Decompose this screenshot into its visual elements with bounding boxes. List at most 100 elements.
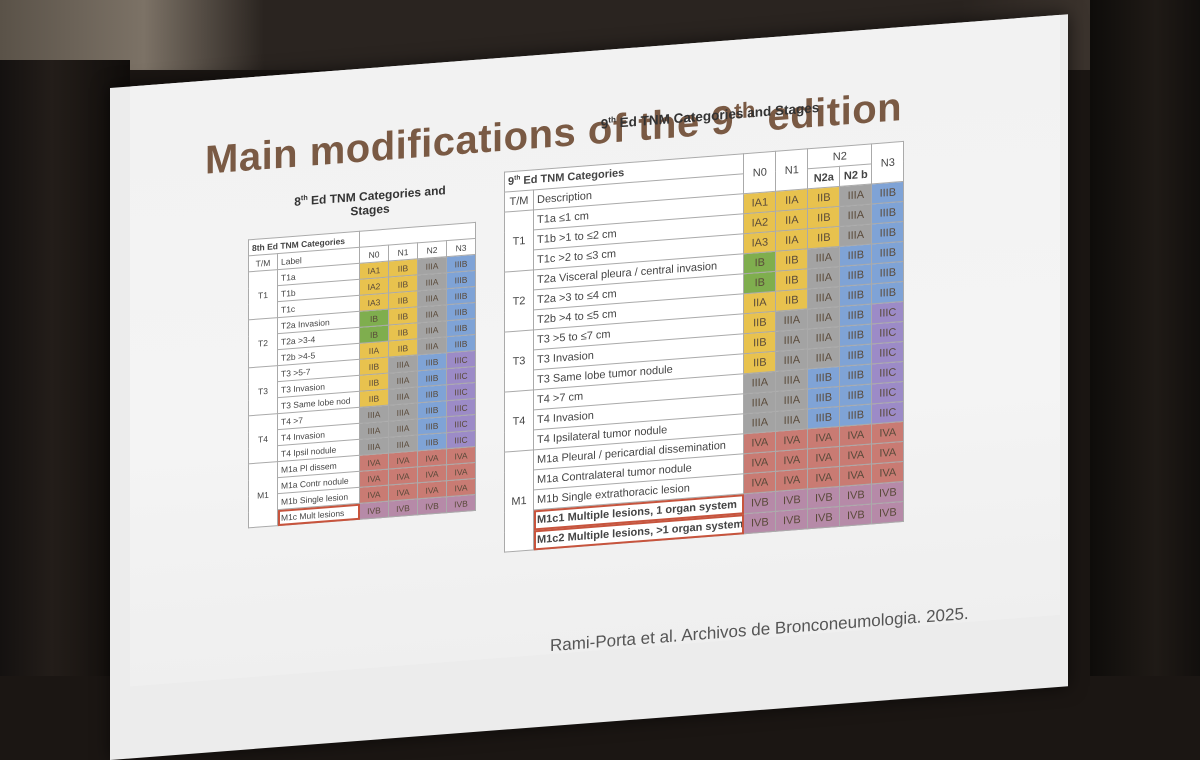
table9-stage-cell: IIA xyxy=(743,291,776,314)
table9-stage-cell: IIB xyxy=(807,206,840,229)
table9-stage-cell: IVA xyxy=(743,471,776,494)
table9-stage-cell: IA2 xyxy=(743,211,776,234)
table9-tm-t2: T2 xyxy=(504,269,534,333)
table9-stage-cell: IVB xyxy=(743,511,776,534)
table9-stage-cell: IVA xyxy=(871,421,904,444)
table9-tm-t4: T4 xyxy=(504,389,534,453)
table9-stage-cell: IA1 xyxy=(743,191,776,214)
table9-stage-cell: IIIA xyxy=(807,326,840,349)
table9-stage-cell: IVA xyxy=(839,443,872,467)
table9-stage-cell: IIIA xyxy=(743,391,776,414)
table9-stage-cell: IVA xyxy=(743,431,776,454)
table-8th-edition: 8th Ed TNM Categories T/M Label N0 N1 N2 N3 T1 T… xyxy=(248,221,476,529)
table9-stage-cell: IVB xyxy=(807,506,840,529)
table9-stage-cell: IIIB xyxy=(871,281,904,304)
table9-stage-cell: IVA xyxy=(807,426,840,449)
citation: Rami-Porta et al. Archivos de Bronconeum… xyxy=(550,603,969,656)
table9-stage-cell: IIIB xyxy=(871,241,904,264)
table9-stage-cell: IVB xyxy=(871,501,904,524)
table9-stage-cell: IIB xyxy=(775,248,808,272)
slide: Main modifications of the 9th edition 8t… xyxy=(130,14,1060,687)
table9-stage-cell: IIA xyxy=(775,188,808,212)
table9-stage-cell: IIIA xyxy=(775,328,808,352)
table9-stage-cell: IB xyxy=(743,251,776,274)
table9-stage-cell: IIIA xyxy=(807,306,840,329)
table9-stage-cell: IIIA xyxy=(807,266,840,289)
table9-stage-cell: IVA xyxy=(775,468,808,492)
table9-col-tm: T/M xyxy=(504,189,534,213)
table-9th-edition: 9th Ed TNM Categories N0 N1 N2 N3 T/M Descript… xyxy=(504,140,905,553)
table9-stage-cell: IIB xyxy=(743,311,776,334)
table9-stage-cell: IIIB xyxy=(807,406,840,429)
table8-caption: 8th Ed TNM Categories and Stages xyxy=(280,181,460,224)
table8-stage-cell: IVB xyxy=(446,494,476,513)
table9-stage-cell: IIIA xyxy=(775,408,808,432)
table9-stage-cell: IB xyxy=(743,271,776,294)
table9-stage-cell: IIB xyxy=(743,331,776,354)
table9-stage-cell: IIIA xyxy=(775,348,808,372)
table9-stage-cell: IVB xyxy=(807,486,840,509)
table9-stage-cell: IIIC xyxy=(871,341,904,364)
table9-stage-cell: IIIB xyxy=(839,243,872,267)
table9-stage-cell: IIIA xyxy=(807,286,840,309)
table9-stage-cell: IVB xyxy=(871,481,904,504)
table9-stage-cell: IIIA xyxy=(807,346,840,369)
table9-stage-cell: IVB xyxy=(839,483,872,507)
table8-tm-t1: T1 xyxy=(248,269,278,320)
table8-caption-pre: 8 xyxy=(294,194,301,209)
table9-stage-cell: IIB xyxy=(775,288,808,312)
table9-stage-cell: IIIB xyxy=(839,363,872,387)
table9-stage-cell: IIIB xyxy=(839,323,872,347)
table9-stage-cell: IIIB xyxy=(839,283,872,307)
table9-col-n3: N3 xyxy=(871,141,904,184)
table9-stage-cell: IIIA xyxy=(775,388,808,412)
table9-stage-cell: IIIB xyxy=(839,343,872,367)
table9-stage-cell: IVB xyxy=(775,508,808,532)
table9-stage-cell: IIIB xyxy=(807,386,840,409)
table9-stage-cell: IIIC xyxy=(871,401,904,424)
table9-stage-cell: IIB xyxy=(775,268,808,292)
table9-stage-cell: IIA xyxy=(775,208,808,232)
table9-stage-cell: IIIC xyxy=(871,321,904,344)
table9-col-n1: N1 xyxy=(775,148,808,192)
table9-stage-cell: IVB xyxy=(775,488,808,512)
table9-stage-cell: IIIA xyxy=(743,411,776,434)
table9-stage-cell: IIA xyxy=(775,228,808,252)
table9-stage-cell: IIIB xyxy=(871,201,904,224)
table9-stage-cell: IIIA xyxy=(839,183,872,207)
table9-caption-sup: th xyxy=(608,115,616,125)
table9-stage-cell: IIIA xyxy=(743,371,776,394)
table9-stage-cell: IVA xyxy=(839,423,872,447)
table9-stage-cell: IIIC xyxy=(871,301,904,324)
table9-stage-cell: IA3 xyxy=(743,231,776,254)
table9-stage-cell: IIIB xyxy=(871,261,904,284)
table8-caption-sup: th xyxy=(300,192,308,203)
table8-stage-cell: IVB xyxy=(359,501,389,520)
table9-col-n2a: N2a xyxy=(807,166,840,189)
table9-stage-cell: IVA xyxy=(807,446,840,469)
table8-stage-cell: IVB xyxy=(417,496,447,515)
table9-stage-cell: IIIB xyxy=(871,221,904,244)
table8-stage-cell: IVB xyxy=(388,498,418,518)
table9-stage-cell: IIB xyxy=(807,226,840,249)
table9-stage-cell: IIIC xyxy=(871,361,904,384)
table8-caption-post: Ed TNM Categories and Stages xyxy=(307,183,446,219)
projection-screen: Main modifications of the 9th edition 8t… xyxy=(110,14,1068,760)
table8-tm-t2: T2 xyxy=(248,317,278,368)
table9-tm-t3: T3 xyxy=(504,329,534,393)
table9-stage-cell: IIB xyxy=(807,186,840,209)
table9-stage-cell: IVA xyxy=(775,448,808,472)
curtain-right xyxy=(1090,0,1200,676)
table9-stage-cell: IIIB xyxy=(871,181,904,204)
table9-stage-cell: IIIA xyxy=(839,223,872,247)
table9-tm-t1: T1 xyxy=(504,209,534,273)
table8-tm-t4: T4 xyxy=(248,413,278,464)
table9-stage-cell: IIIA xyxy=(775,308,808,332)
table9-stage-cell: IIIB xyxy=(839,303,872,327)
table9-stage-cell: IVA xyxy=(871,461,904,484)
table9-stage-cell: IIIA xyxy=(839,203,872,227)
table9-stage-cell: IVA xyxy=(871,441,904,464)
table9-col-n2b: N2 b xyxy=(839,163,872,187)
table9-stage-cell: IIIB xyxy=(807,366,840,389)
table9-col-n0: N0 xyxy=(743,151,776,194)
